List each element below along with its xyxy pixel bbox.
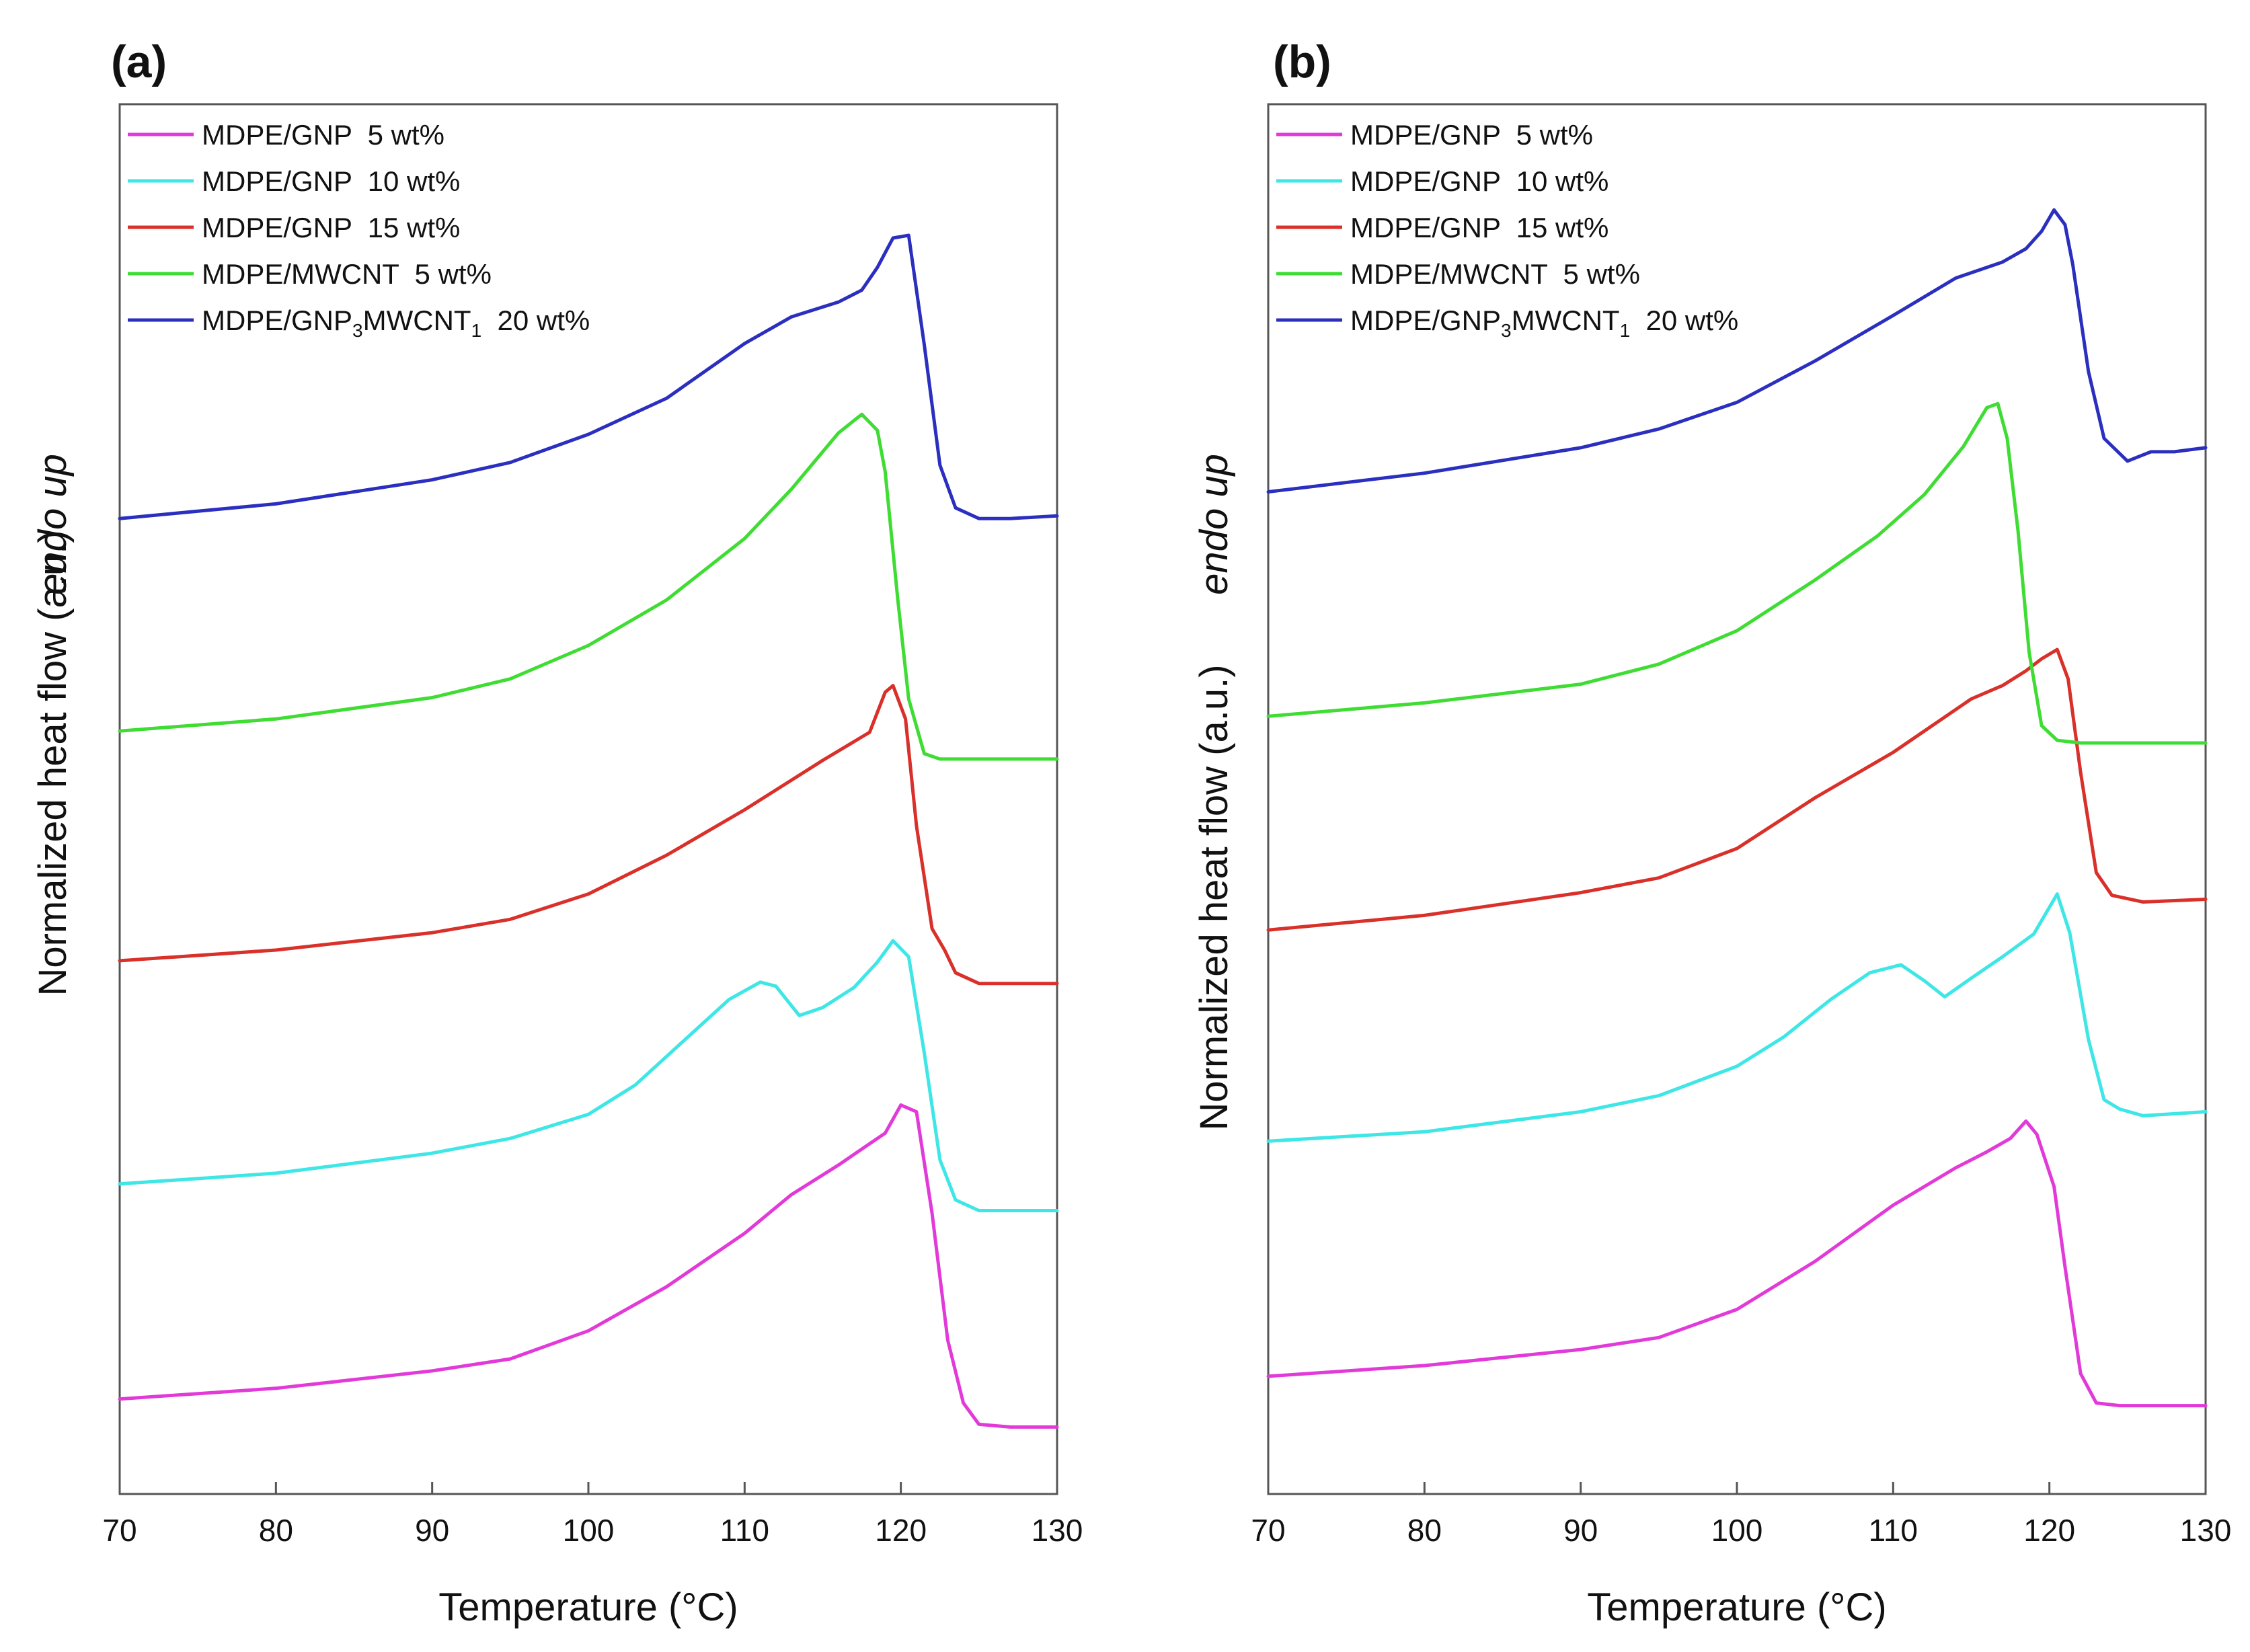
p1-series-gnp5 [1266,1119,2208,1408]
p0-legend-label-gnp5: MDPE/GNP 5 wt% [202,119,444,151]
p1-x-axis-title: Temperature (°C) [1587,1585,1886,1629]
p0-legend: MDPE/GNP 5 wt% MDPE/GNP 10 wt% MDPE/GNP 15… [128,119,590,341]
p0-x-tick-label-100: 100 [563,1513,615,1548]
p0-x-axis-title: Temperature (°C) [438,1585,738,1629]
p1-legend-label-gnp10: MDPE/GNP 10 wt% [1350,165,1608,197]
p0-series-hybrid20 [118,233,1059,520]
p1-panel-label: (b) [1273,36,1331,87]
p0-x-tick-label-90: 90 [415,1513,449,1548]
p1-x-tick-label-100: 100 [1711,1513,1763,1548]
p0-x-tick-label-110: 110 [720,1513,769,1548]
p1-legend-label-gnp15: MDPE/GNP 15 wt% [1350,212,1608,243]
p1-y-axis-title: Normalized heat flow (a.u.) [1192,664,1236,1130]
p1-series-hybrid20 [1266,208,2208,494]
p1-series-gnp15 [1266,647,2208,932]
p1-series-gnp10 [1266,892,2208,1143]
p1-series-mwcnt5 [1266,401,2208,745]
p0-series-gnp10 [118,939,1059,1212]
p0-series-group [118,233,1059,1429]
panel-b: (b) 70 80 90 100 110 120 130 Temperature (°C) Nor… [1192,36,2231,1629]
p1-x-tick-label-90: 90 [1563,1513,1598,1548]
p1-series-group [1266,208,2208,1408]
panel-a: (a) 70 80 90 100 110 120 130 Temperature (°C) Nor… [31,36,1083,1629]
p0-endo-up-label: endo up [31,454,75,595]
p1-legend: MDPE/GNP 5 wt% MDPE/GNP 10 wt% MDPE/GNP 15… [1276,119,1738,341]
p0-legend-label-gnp10: MDPE/GNP 10 wt% [202,165,460,197]
p1-legend-label-hybrid20: MDPE/GNP3MWCNT1 20 wt% [1350,305,1738,341]
p0-legend-label-gnp15: MDPE/GNP 15 wt% [202,212,460,243]
p0-x-tick-label-70: 70 [102,1513,137,1548]
p0-legend-label-mwcnt5: MDPE/MWCNT 5 wt% [202,258,492,290]
p0-series-mwcnt5 [118,412,1059,761]
p1-endo-up-label: endo up [1192,454,1236,595]
p1-x-tick-label-70: 70 [1251,1513,1285,1548]
p1-legend-label-mwcnt5: MDPE/MWCNT 5 wt% [1350,258,1640,290]
p0-series-gnp15 [118,684,1059,986]
p0-x-tick-label-120: 120 [875,1513,927,1548]
p0-panel-label: (a) [111,36,167,87]
p1-x-tick-label-80: 80 [1407,1513,1442,1548]
p1-x-tick-label-110: 110 [1869,1513,1918,1548]
p0-x-tick-label-130: 130 [1032,1513,1083,1548]
p0-x-tick-label-80: 80 [259,1513,293,1548]
p1-x-tick-label-120: 120 [2023,1513,2075,1548]
p0-y-axis-title: Normalized heat flow (a.u.) [31,530,75,996]
p0-series-gnp5 [118,1103,1059,1429]
p0-legend-label-hybrid20: MDPE/GNP3MWCNT1 20 wt% [202,305,590,341]
p1-x-tick-label-130: 130 [2180,1513,2232,1548]
p1-legend-label-gnp5: MDPE/GNP 5 wt% [1350,119,1593,151]
